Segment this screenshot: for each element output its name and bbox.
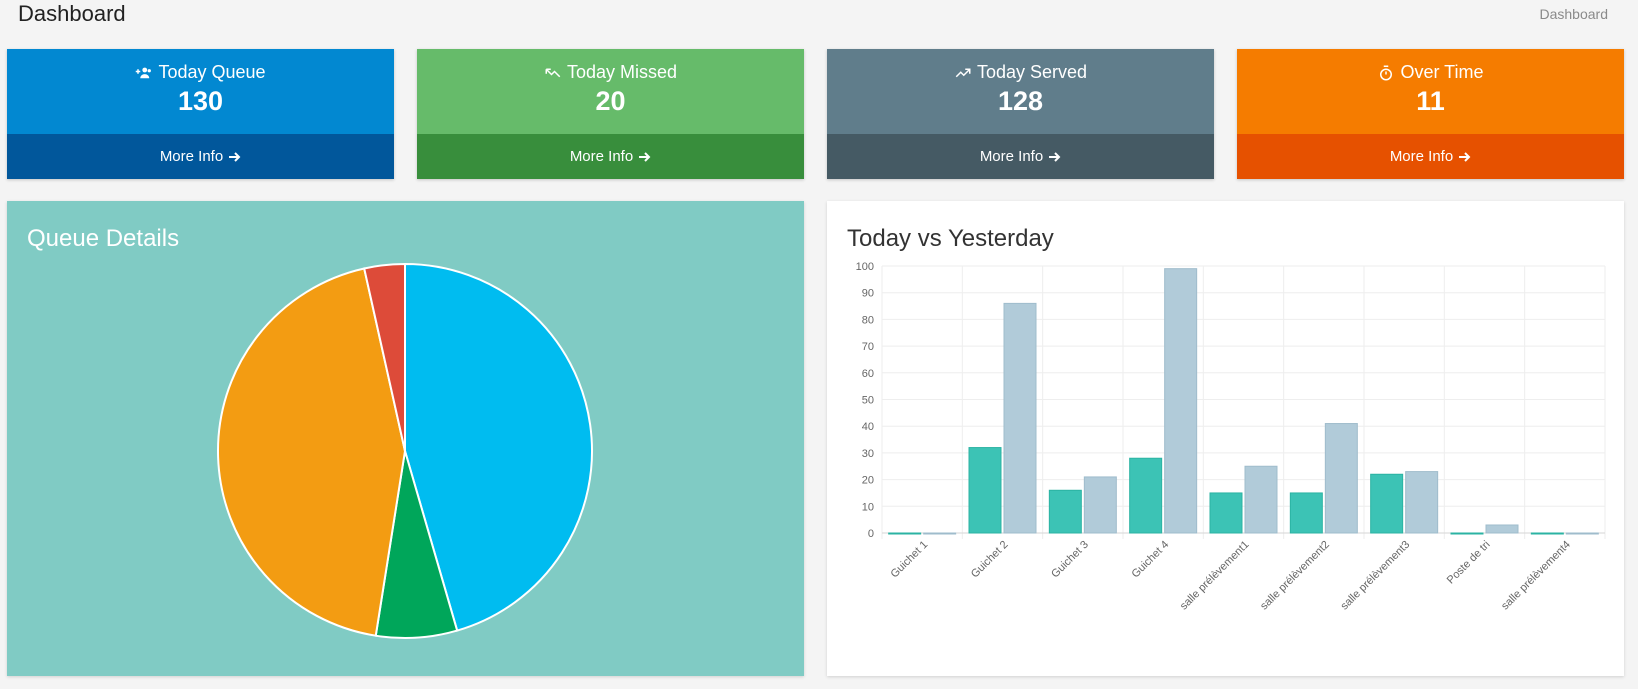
- y-tick-label: 60: [862, 368, 874, 380]
- timer-icon: [1380, 65, 1393, 80]
- x-tick-label: salle prélèvement2: [1258, 539, 1332, 613]
- more-info-label: More Info: [159, 148, 224, 165]
- bar-series1-5[interactable]: [1289, 492, 1323, 534]
- bar-series2-7[interactable]: [1485, 524, 1519, 534]
- more-info-link[interactable]: More Info: [7, 134, 394, 179]
- pie-slice-2[interactable]: [217, 267, 407, 637]
- users-icon: [136, 67, 152, 78]
- comparison-bar-chart: 0 10 20 30 40 50 60 70 80 90 100 Guichet 1 Guichet 2…: [856, 261, 1606, 613]
- more-info-link[interactable]: More Info: [417, 134, 804, 179]
- y-tick-label: 30: [862, 448, 874, 460]
- x-tick-label: Guichet 2: [969, 539, 1011, 581]
- card-value: 20: [595, 86, 626, 116]
- trend-down-icon: [545, 68, 561, 77]
- card-label: Today Queue: [158, 62, 266, 82]
- arrow-right-icon: [229, 151, 241, 162]
- bar-series2-5[interactable]: [1324, 423, 1358, 534]
- card-value: 130: [177, 86, 224, 116]
- bar-series2-4[interactable]: [1244, 465, 1278, 534]
- bar-series2-3[interactable]: [1164, 268, 1198, 534]
- bar-series1-4[interactable]: [1209, 492, 1243, 534]
- more-info-label: More Info: [569, 148, 634, 165]
- y-tick-label: 90: [862, 288, 874, 300]
- arrow-right-icon: [1049, 151, 1061, 162]
- x-tick-label: Poste de tri: [1445, 539, 1493, 587]
- y-tick-label: 20: [862, 475, 874, 487]
- more-info-link[interactable]: More Info: [1237, 134, 1624, 179]
- panel-title: Today vs Yesterday: [847, 225, 1054, 252]
- panel-title: Queue Details: [27, 225, 180, 252]
- bar-series2-6[interactable]: [1405, 471, 1439, 534]
- today-queue-card: Today Queue 130 More Info: [7, 49, 394, 179]
- card-label: Over Time: [1400, 62, 1484, 82]
- today-vs-yesterday-panel: Today vs Yesterday 0 10 20 30 40 50 60 70 80 90 10…: [827, 201, 1624, 676]
- today-missed-card: Today Missed 20 More Info: [417, 49, 804, 179]
- bar-series2-8[interactable]: [1565, 532, 1599, 535]
- bar-series1-3[interactable]: [1129, 457, 1163, 534]
- queue-pie-chart: [217, 262, 593, 639]
- y-tick-label: 40: [862, 421, 874, 433]
- x-tick-label: Guichet 3: [1049, 539, 1091, 581]
- y-tick-label: 50: [862, 395, 874, 407]
- arrow-right-icon: [1459, 151, 1471, 162]
- bar-series2-1[interactable]: [1003, 302, 1037, 534]
- pie-slice-0[interactable]: [404, 262, 593, 632]
- more-info-link[interactable]: More Info: [827, 134, 1214, 179]
- bar-series1-0[interactable]: [888, 532, 922, 535]
- over-time-card: Over Time 11 More Info: [1237, 49, 1624, 179]
- x-tick-label: salle prélèvement3: [1339, 539, 1413, 613]
- bar-series1-7[interactable]: [1450, 532, 1484, 535]
- x-tick-label: Guichet 4: [1130, 539, 1172, 581]
- bar-series1-8[interactable]: [1530, 532, 1564, 535]
- more-info-label: More Info: [979, 148, 1044, 165]
- bar-series2-0[interactable]: [923, 532, 957, 535]
- pie-slice-3[interactable]: [363, 262, 406, 452]
- y-tick-label: 100: [856, 261, 874, 273]
- x-tick-label: salle prélèvement1: [1178, 539, 1252, 613]
- breadcrumb[interactable]: Dashboard: [1539, 6, 1609, 22]
- x-tick-label: Guichet 1: [889, 539, 931, 581]
- bar-series1-6[interactable]: [1370, 473, 1404, 534]
- trend-up-icon: [955, 68, 971, 77]
- card-value: 128: [997, 86, 1044, 116]
- y-tick-label: 70: [862, 341, 874, 353]
- bar-series1-1[interactable]: [968, 447, 1002, 534]
- card-value: 11: [1416, 86, 1445, 116]
- y-tick-label: 0: [868, 528, 874, 540]
- page-title: Dashboard: [18, 1, 126, 26]
- more-info-label: More Info: [1389, 148, 1454, 165]
- y-tick-label: 80: [862, 314, 874, 326]
- x-tick-label: salle prélèvement4: [1499, 539, 1573, 613]
- card-label: Today Missed: [566, 62, 678, 82]
- page-header: Dashboard Dashboard: [0, 0, 1638, 34]
- queue-details-panel: Queue Details: [7, 201, 804, 676]
- bar-series1-2[interactable]: [1048, 489, 1082, 534]
- arrow-right-icon: [639, 151, 651, 162]
- y-tick-label: 10: [862, 501, 874, 513]
- card-label: Today Served: [976, 62, 1088, 82]
- bar-series2-2[interactable]: [1083, 476, 1117, 534]
- today-served-card: Today Served 128 More Info: [827, 49, 1214, 179]
